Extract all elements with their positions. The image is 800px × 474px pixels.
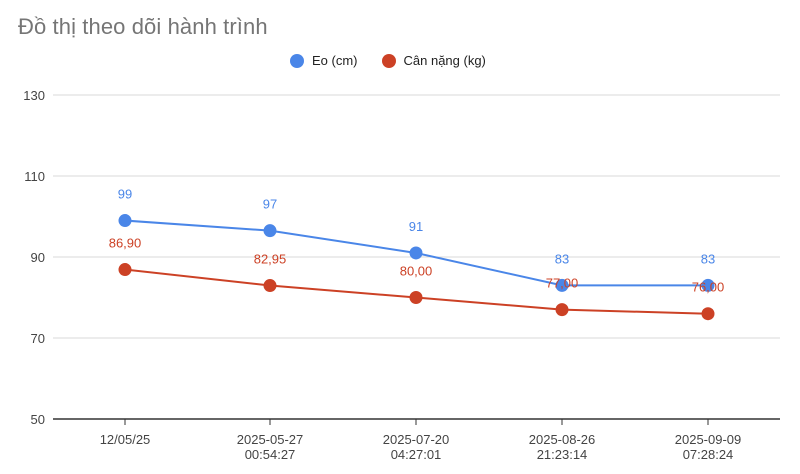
legend-item-eo[interactable]: Eo (cm) bbox=[290, 53, 358, 68]
data-point-0-2 bbox=[409, 246, 423, 260]
data-label-1-3: 77,00 bbox=[546, 276, 579, 291]
data-label-0-3: 83 bbox=[555, 251, 569, 266]
x-tick-label-2-1: 04:27:01 bbox=[391, 447, 442, 462]
legend: Eo (cm) Cân nặng (kg) bbox=[290, 53, 486, 68]
data-label-1-2: 80,00 bbox=[400, 264, 433, 279]
x-tick-label-3-1: 21:23:14 bbox=[537, 447, 588, 462]
x-tick-label-4-1: 07:28:24 bbox=[683, 447, 734, 462]
legend-marker-eo bbox=[290, 53, 304, 68]
y-tick-label-90: 90 bbox=[31, 250, 45, 265]
x-tick-label-2-0: 2025-07-20 bbox=[383, 432, 450, 447]
x-tick-label-1-1: 00:54:27 bbox=[245, 447, 296, 462]
y-tick-label-130: 130 bbox=[23, 88, 45, 103]
x-tick-label-4-0: 2025-09-09 bbox=[675, 432, 742, 447]
data-point-1-2 bbox=[409, 291, 423, 304]
legend-marker-can-nang bbox=[381, 53, 396, 68]
data-label-1-0: 86,90 bbox=[109, 236, 142, 251]
x-tick-label-0-0: 12/05/25 bbox=[100, 432, 151, 447]
data-label-1-1: 82,95 bbox=[254, 252, 287, 267]
data-point-0-0 bbox=[118, 214, 132, 228]
y-tick-label-110: 110 bbox=[24, 169, 45, 184]
y-tick-label-50: 50 bbox=[31, 412, 45, 427]
data-point-1-3 bbox=[555, 303, 569, 317]
data-point-1-4 bbox=[701, 307, 715, 321]
legend-label-can-nang: Cân nặng (kg) bbox=[403, 53, 486, 68]
data-label-0-1: 97 bbox=[263, 197, 277, 212]
legend-label-eo: Eo (cm) bbox=[312, 53, 358, 68]
chart-title: Đồ thị theo dõi hành trình bbox=[18, 14, 268, 39]
x-tick-label-3-0: 2025-08-26 bbox=[529, 432, 596, 447]
legend-item-can-nang[interactable]: Cân nặng (kg) bbox=[381, 53, 486, 68]
data-label-0-0: 99 bbox=[118, 187, 132, 202]
data-point-0-4 bbox=[701, 278, 715, 292]
data-label-1-4: 76,00 bbox=[692, 280, 725, 295]
x-tick-label-1-0: 2025-05-27 bbox=[237, 432, 304, 447]
data-point-1-1 bbox=[263, 279, 277, 293]
data-label-0-2: 91 bbox=[409, 219, 423, 234]
data-point-0-1 bbox=[263, 224, 277, 238]
data-point-1-0 bbox=[118, 263, 132, 277]
y-tick-label-70: 70 bbox=[31, 331, 45, 346]
data-point-0-3 bbox=[555, 278, 569, 292]
data-label-0-4: 83 bbox=[701, 251, 715, 266]
